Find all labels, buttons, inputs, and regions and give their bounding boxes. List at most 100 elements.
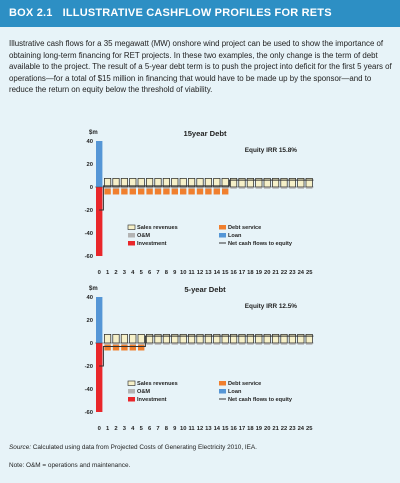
om-bar [104,187,111,189]
x-tick-label: 5 [140,426,144,432]
om-bar [154,343,162,345]
x-tick-label: 18 [247,270,254,276]
x-tick-label: 13 [205,426,212,432]
x-tick-label: 6 [148,270,152,276]
debt-service-bar [163,188,170,195]
x-tick-label: 25 [306,426,313,432]
legend-swatch [127,380,136,386]
om-bar [112,343,120,345]
x-tick-label: 19 [256,270,263,276]
y-tick-label: 20 [87,318,93,324]
legend-entry: Net cash flows to equity [228,397,293,403]
om-bar [104,343,111,345]
y-tick-label: 40 [87,295,93,301]
x-tick-label: 25 [306,270,313,276]
debt-service-bar [121,344,128,351]
om-bar [213,187,220,189]
legend-entry: Sales revenues [137,225,178,231]
debt-service-bar [171,188,178,195]
x-tick-label: 7 [156,426,159,432]
abbreviation-note: Note: O&M = operations and maintenance. [9,462,131,469]
debt-service-bar [196,188,204,195]
legend-entry: Net cash flows to equity [228,241,293,247]
debt-service-bar [154,188,162,195]
x-tick-label: 5 [140,270,144,276]
om-bar [255,187,262,189]
x-tick-label: 24 [298,426,305,432]
om-bar [129,343,136,345]
x-tick-label: 7 [156,270,159,276]
y-axis-label: $m [89,286,98,292]
debt-service-bar [112,344,120,351]
y-tick-label: 20 [87,162,93,168]
om-bar [196,187,204,189]
om-bar [171,187,178,189]
om-bar [306,343,313,345]
x-tick-label: 11 [189,270,196,276]
om-bar [280,187,288,189]
legend-swatch [128,241,135,246]
y-tick-label: 40 [87,139,93,145]
debt-service-bar [104,188,111,195]
om-bar [255,343,262,345]
legend-swatch [219,389,226,394]
y-tick-label: -40 [85,387,93,393]
box-number: BOX 2.1 [9,7,53,19]
x-tick-label: 15 [222,270,229,276]
om-bar [247,343,254,345]
irr-annotation: Equity IRR 15.8% [245,147,298,154]
om-bar [222,187,229,189]
x-tick-label: 12 [197,270,203,276]
x-tick-label: 22 [281,270,287,276]
box-header: BOX 2.1 ILLUSTRATIVE CASHFLOW PROFILES FO… [0,0,400,27]
x-tick-label: 22 [281,426,287,432]
net-cash-flow-line [99,179,314,211]
x-tick-label: 10 [180,426,186,432]
legend-swatch [128,233,135,238]
x-tick-label: 8 [165,270,169,276]
irr-annotation: Equity IRR 12.5% [245,303,298,310]
source-text: Calculated using data from Projected Cos… [31,444,257,451]
x-tick-label: 3 [123,426,127,432]
x-tick-label: 0 [98,426,101,432]
debt-service-bar [129,188,136,195]
om-bar [264,187,271,189]
x-tick-label: 10 [180,270,186,276]
om-bar [238,187,246,189]
legend-swatch [127,224,136,230]
investment-bar [96,187,103,256]
legend-entry: Loan [228,389,242,395]
om-bar [196,343,204,345]
x-tick-label: 2 [114,426,117,432]
legend-entry: Debt service [228,381,261,387]
om-bar [188,187,195,189]
legend-entry: Investment [137,397,167,403]
legend-entry: O&M [137,233,150,239]
debt-service-bar [121,188,128,195]
om-bar [213,343,220,345]
om-bar [297,343,304,345]
om-bar [272,343,279,345]
x-tick-label: 17 [239,426,245,432]
x-tick-label: 21 [272,270,279,276]
om-bar [163,187,170,189]
net-cash-flow-line [99,335,314,367]
x-tick-label: 12 [197,426,203,432]
legend-swatch [128,389,135,394]
x-tick-label: 16 [230,270,237,276]
legend-entry: O&M [137,389,150,395]
debt-service-bar [129,344,136,351]
om-bar [138,187,145,189]
source-label: Source: [9,444,32,451]
sales-revenue-bar [120,334,128,344]
x-tick-label: 21 [272,426,279,432]
legend-entry: Loan [228,233,242,239]
legend-swatch [219,233,226,238]
debt-service-bar [112,188,120,195]
debt-service-bar [213,188,220,195]
om-bar [230,187,237,189]
legend-swatch [219,381,226,386]
